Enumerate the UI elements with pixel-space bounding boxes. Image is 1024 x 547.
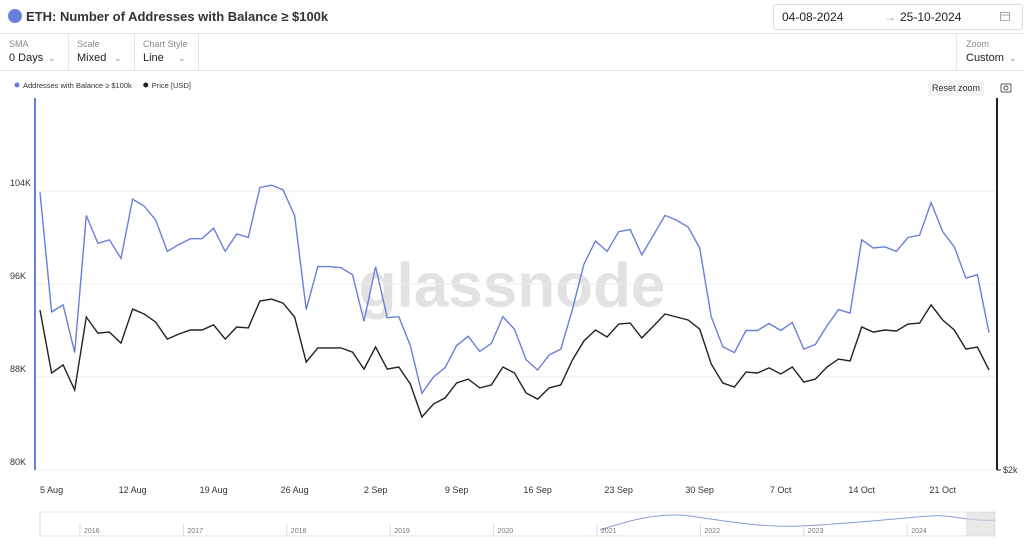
calendar-icon [1000,12,1010,21]
navigator-year: 2020 [498,528,514,535]
legend-label: Price [USD] [152,81,191,90]
controls: Zoom Custom ⌄ SMA 0 Days ⌄ Scale Mixed ⌄ Chart… [0,34,1024,71]
date-end[interactable]: 25-10-2024 [900,10,962,24]
navigator-year: 2019 [394,528,410,535]
chart-title: ETH: Number of Addresses with Balance ≥ … [26,9,329,24]
x-tick-label: 26 Aug [281,485,309,495]
legend-marker [143,82,149,88]
x-tick-label: 14 Oct [848,485,875,495]
control-value[interactable]: Custom [966,52,1004,64]
navigator-year: 2017 [187,528,203,535]
series-line [39,184,990,395]
reset-zoom-button[interactable]: Reset zoom [928,80,984,96]
x-tick-label: 7 Oct [770,485,792,495]
legend-marker [14,82,20,88]
grid [35,190,997,471]
x-tick-label: 19 Aug [200,485,228,495]
control-label: Scale [77,39,100,49]
eth-icon [8,9,22,23]
navigator-year: 2022 [704,528,720,535]
navigator-year: 2016 [84,528,100,535]
legend-label: Addresses with Balance ≥ $100k [23,81,132,90]
control-label: Chart Style [143,39,188,49]
camera-icon[interactable] [1000,83,1012,93]
control[interactable]: Chart Style Line ⌄ [134,34,199,70]
top-bar: ETH: Number of Addresses with Balance ≥ … [0,0,1024,34]
navigator-window[interactable] [966,512,995,536]
date-range[interactable]: 04-08-2024 → 25-10-2024 [773,4,1023,30]
chevron: ⌄ [48,53,56,63]
y-tick-label: 80K [10,457,26,467]
x-tick-label: 16 Sep [523,485,552,495]
y-tick-label: 104K [10,178,31,188]
navigator-year: 2021 [601,528,617,535]
x-tick-label: 30 Sep [685,485,714,495]
y2-tick-label: $2k [1003,465,1018,475]
chevron: ⌄ [178,53,186,63]
x-tick-label: 23 Sep [604,485,633,495]
x-tick-label: 12 Aug [119,485,147,495]
zoom-control[interactable]: Zoom Custom ⌄ [956,34,1024,70]
control-value[interactable]: 0 Days [9,52,44,64]
control-label: SMA [9,39,29,49]
x-tick-label: 5 Aug [40,485,63,495]
navigator-year: 2024 [911,528,927,535]
y-tick-label: 96K [10,271,26,281]
y-tick-label: 88K [10,364,26,374]
control-value[interactable]: Line [143,52,164,64]
x-tick-label: 2 Sep [364,485,388,495]
chevron: ⌄ [114,53,122,63]
navigator-year: 2023 [808,528,824,535]
series-line [39,298,990,419]
date-arrow: → [884,10,896,24]
navigator-line [599,514,996,531]
control-value[interactable]: Mixed [77,52,107,64]
chevron: ⌄ [1009,53,1017,63]
control[interactable]: Scale Mixed ⌄ [68,34,135,70]
control[interactable]: SMA 0 Days ⌄ [0,34,69,70]
x-tick-label: 9 Sep [445,485,469,495]
x-tick-label: 21 Oct [929,485,956,495]
navigator-year: 2018 [291,528,307,535]
control-label: Zoom [966,39,990,49]
watermark: glassnode [359,251,666,320]
date-start[interactable]: 04-08-2024 [782,10,844,24]
